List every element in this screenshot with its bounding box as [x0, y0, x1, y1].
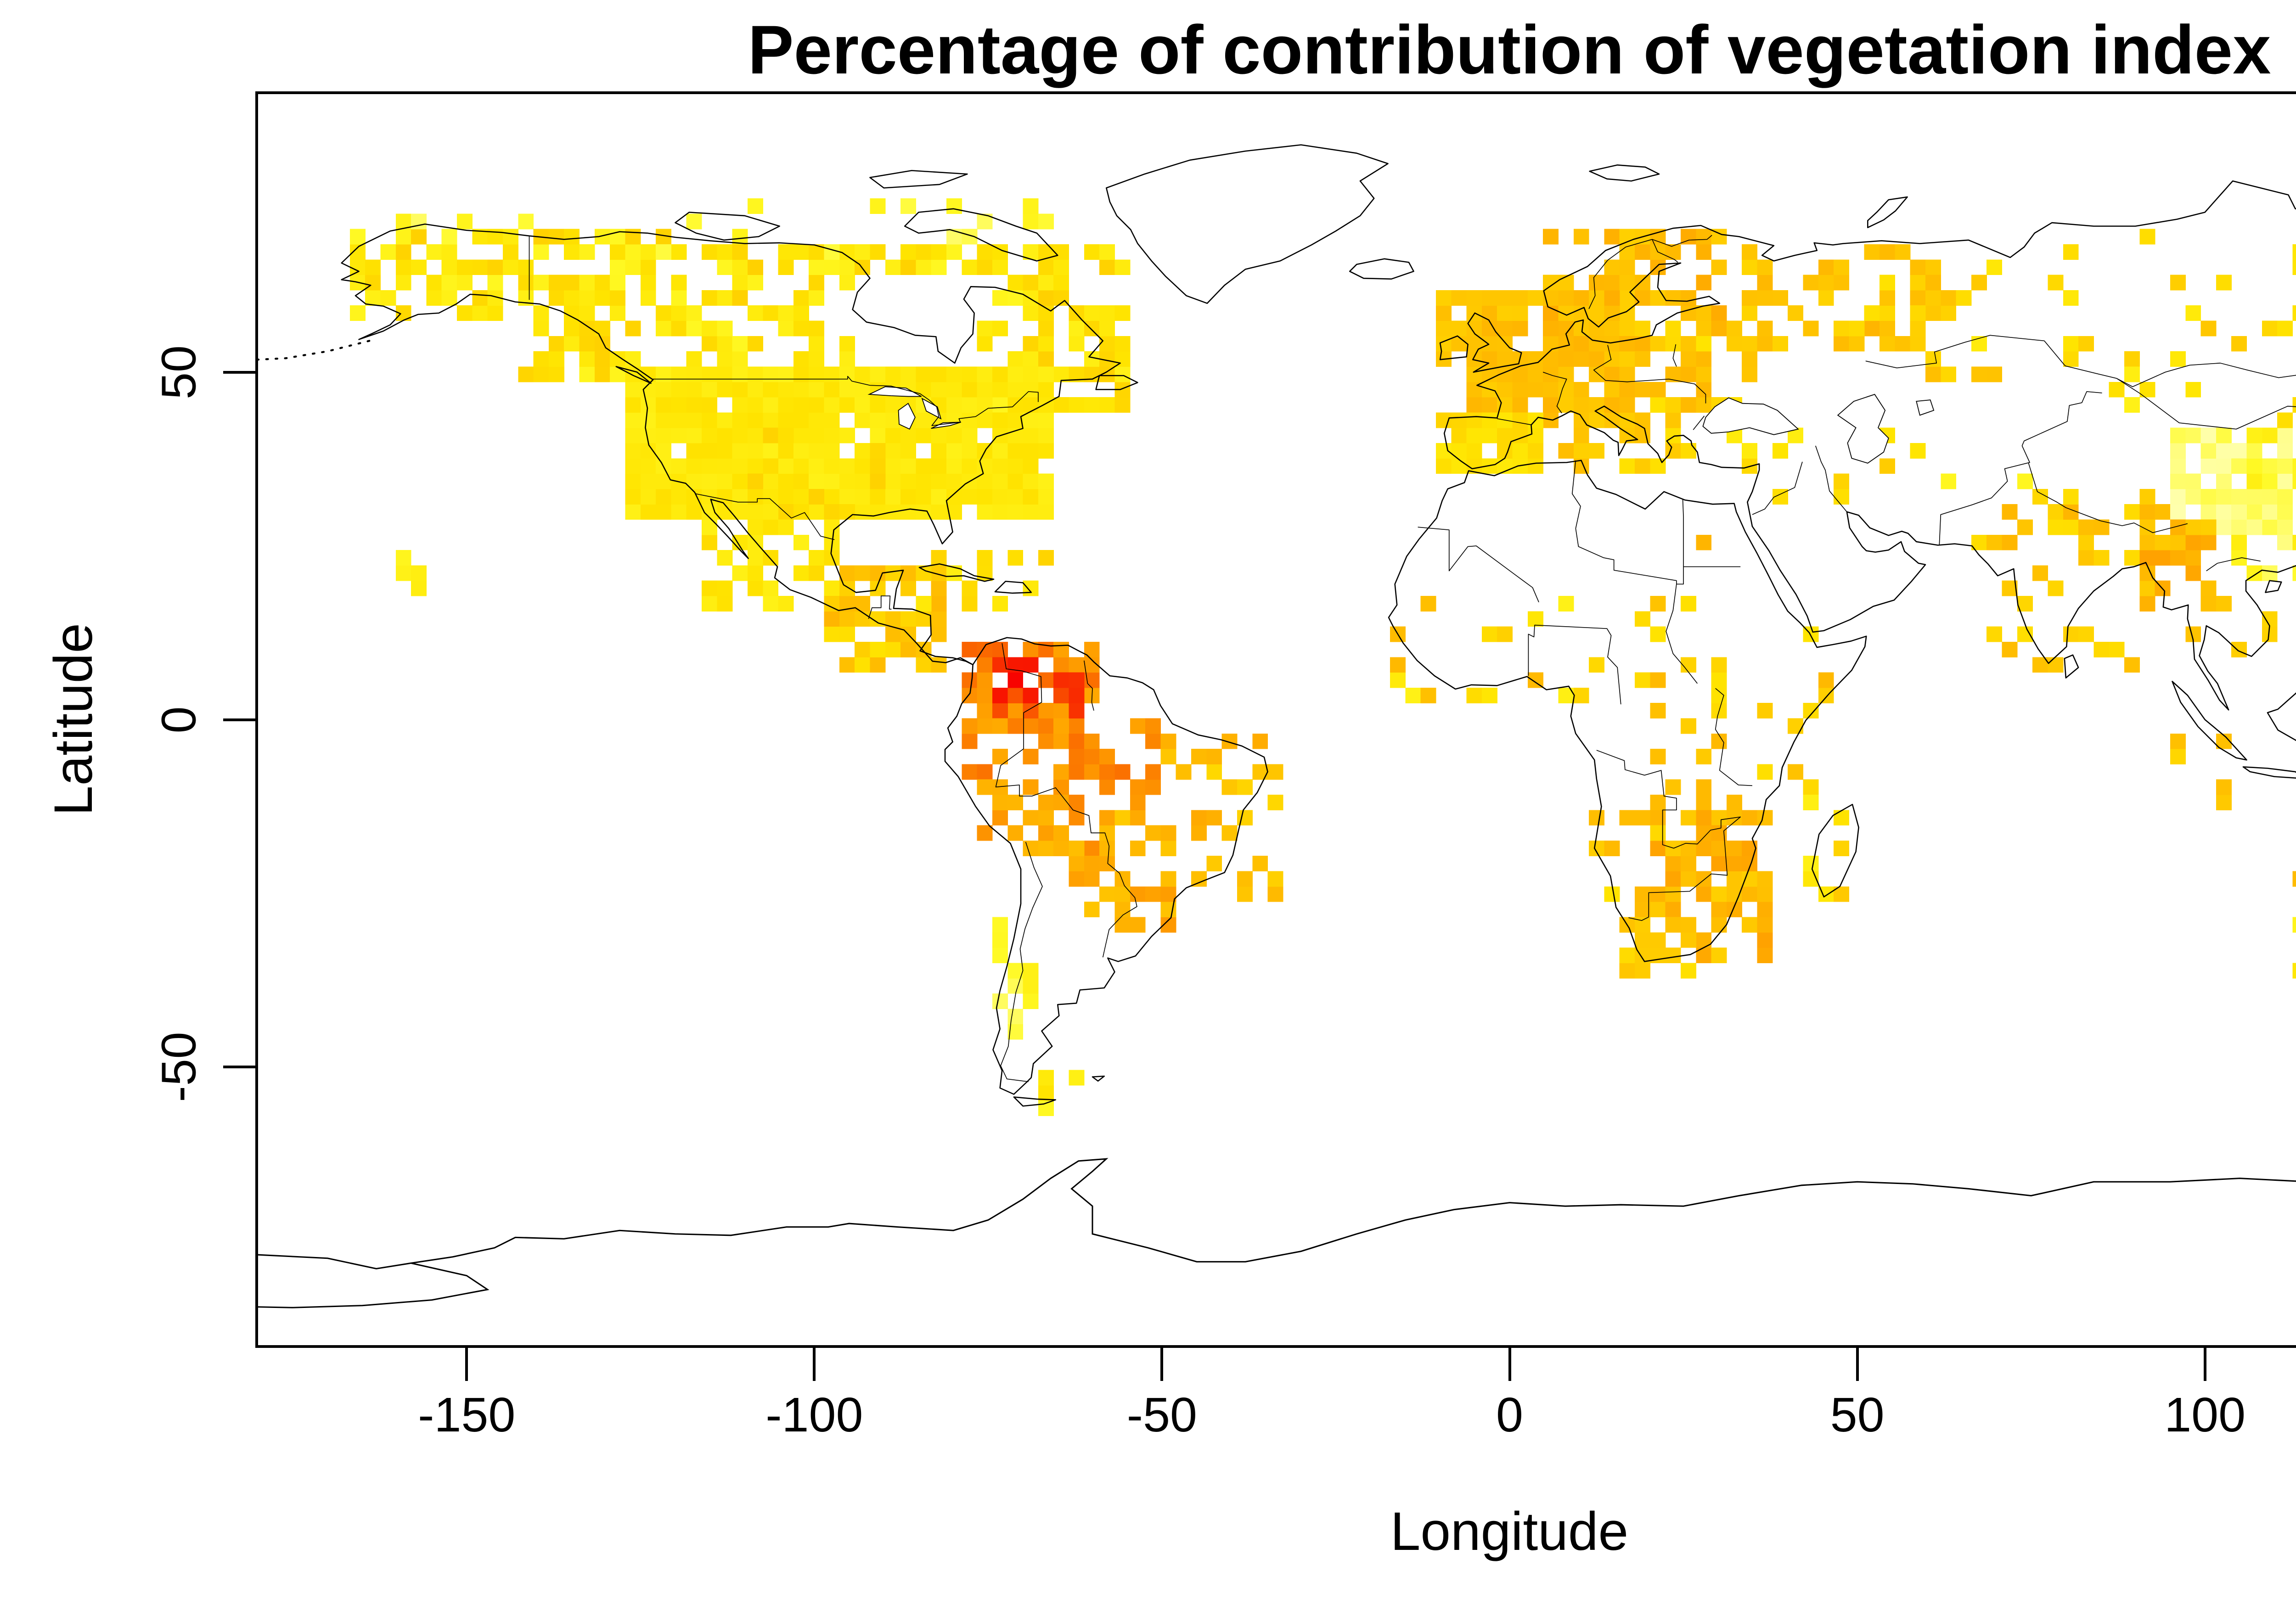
x-tick-label: -100 [765, 1388, 863, 1442]
heatmap-cells [349, 198, 2296, 1117]
lakes [867, 386, 1935, 464]
x-tick-label: 100 [2164, 1388, 2246, 1442]
coastlines [258, 144, 2296, 1308]
x-tick-mark [2203, 1348, 2206, 1381]
x-tick-mark [1508, 1348, 1511, 1381]
chart-title: Percentage of contribution of vegetation… [748, 11, 2271, 88]
world-map [258, 144, 2296, 1308]
y-axis-label: Latitude [43, 623, 104, 816]
y-tick-label: 50 [152, 345, 206, 399]
y-tick-mark [223, 1066, 255, 1069]
x-tick-mark [1160, 1348, 1164, 1381]
x-tick-label: 0 [1496, 1388, 1523, 1442]
x-tick-label: 50 [1830, 1388, 1885, 1442]
y-tick-mark [223, 370, 255, 374]
country-borders [529, 235, 2296, 1083]
x-tick-mark [813, 1348, 816, 1381]
x-tick-label: -150 [418, 1388, 516, 1442]
y-tick-label: -50 [152, 1032, 206, 1103]
y-tick-label: 0 [152, 706, 206, 733]
x-tick-label: -50 [1126, 1388, 1198, 1442]
x-axis-label: Longitude [1390, 1501, 1629, 1562]
plot-area [255, 91, 2296, 1348]
y-tick-mark [223, 718, 255, 721]
x-tick-mark [1856, 1348, 1859, 1381]
x-tick-mark [465, 1348, 468, 1381]
